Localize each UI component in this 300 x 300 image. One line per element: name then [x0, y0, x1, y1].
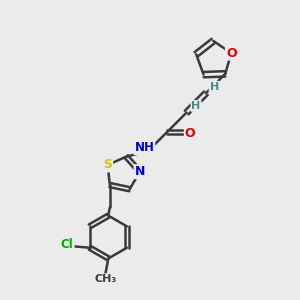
Text: O: O [185, 127, 195, 140]
Text: O: O [226, 46, 236, 59]
Text: H: H [191, 101, 201, 111]
Text: Cl: Cl [61, 238, 74, 251]
Text: S: S [103, 158, 112, 171]
Text: CH₃: CH₃ [94, 274, 116, 284]
Text: N: N [135, 165, 145, 178]
Text: NH: NH [134, 141, 154, 154]
Text: H: H [210, 82, 219, 92]
